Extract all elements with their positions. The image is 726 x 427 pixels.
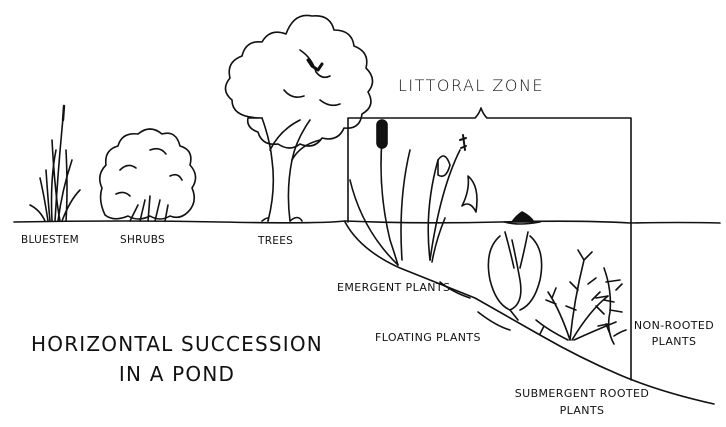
label-submergent-line1: SUBMERGENT ROOTED bbox=[514, 387, 650, 400]
water-surface-line bbox=[344, 220, 721, 224]
emergent-plants bbox=[349, 119, 478, 266]
label-non-rooted-line1: NON-ROOTED bbox=[633, 319, 715, 332]
label-bluestem: BLUESTEM bbox=[21, 234, 80, 246]
label-submergent-rooted-plants: SUBMERGENT ROOTED PLANTS bbox=[492, 385, 672, 419]
label-submergent-line2: PLANTS bbox=[559, 404, 605, 417]
title-line1: HORIZONTAL SUCCESSION bbox=[31, 332, 323, 356]
title-line2: IN A POND bbox=[118, 362, 236, 386]
floating-plants bbox=[487, 211, 543, 321]
bluestem-grass bbox=[29, 104, 81, 222]
label-trees: TREES bbox=[258, 235, 294, 247]
pond-bottom bbox=[344, 221, 715, 405]
label-shrubs: SHRUBS bbox=[120, 234, 166, 246]
label-emergent-plants: EMERGENT PLANTS bbox=[337, 281, 451, 294]
littoral-zone-bracket bbox=[347, 107, 632, 381]
label-non-rooted-plants: NON-ROOTED PLANTS bbox=[628, 318, 720, 350]
ground-line bbox=[13, 220, 346, 224]
diagram-title: HORIZONTAL SUCCESSION IN A POND bbox=[22, 329, 332, 389]
emergent-pointer bbox=[439, 281, 471, 299]
floating-pointer bbox=[477, 311, 511, 331]
tree bbox=[224, 14, 374, 222]
non-rooted-plants bbox=[595, 267, 623, 345]
label-floating-plants: FLOATING PLANTS bbox=[375, 331, 481, 344]
submergent-rooted-plants bbox=[535, 249, 617, 341]
shrubs bbox=[98, 128, 197, 222]
label-non-rooted-line2: PLANTS bbox=[651, 335, 697, 348]
nonrooted-pointer bbox=[613, 329, 627, 337]
label-littoral-zone: LITTORAL ZONE bbox=[398, 76, 545, 95]
